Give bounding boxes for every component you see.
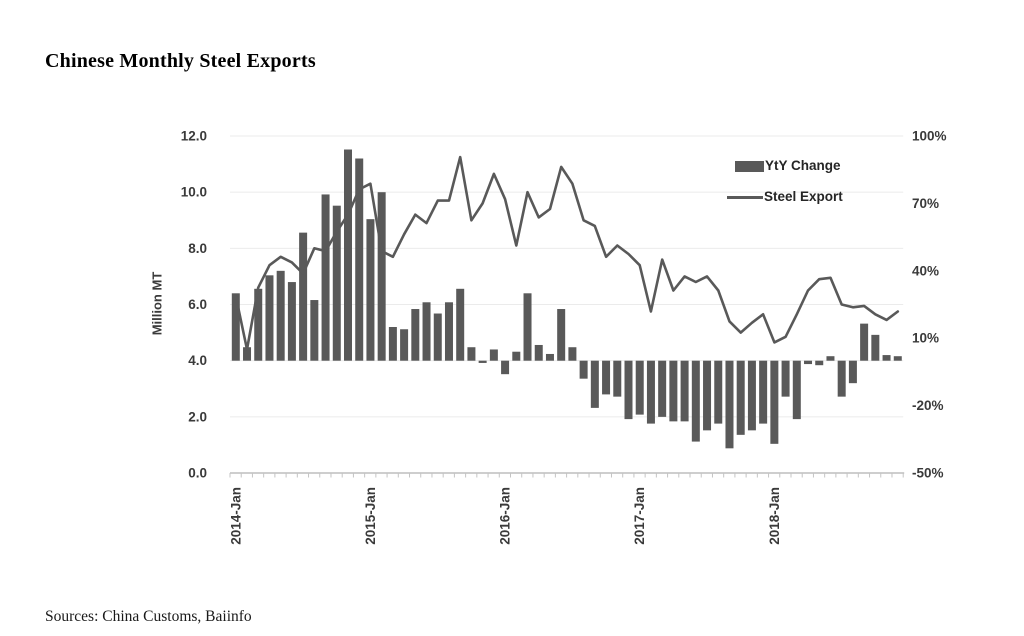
- left-axis-tick-label: 0.0: [188, 466, 207, 481]
- yty-change-bar: [613, 360, 622, 397]
- x-axis-year-label: 2016-Jan: [498, 487, 513, 545]
- bar-swatch-icon: [735, 160, 764, 172]
- right-axis-tick-label: 10%: [912, 331, 939, 346]
- x-axis-year-label: 2018-Jan: [767, 487, 782, 545]
- yty-change-bar: [770, 360, 779, 444]
- x-axis-year-label: 2014-Jan: [228, 487, 243, 545]
- yty-change-bar: [299, 232, 308, 361]
- yty-change-bar: [624, 360, 633, 420]
- yty-change-bar: [433, 313, 442, 361]
- sources-note: Sources: China Customs, Baiinfo: [45, 608, 252, 625]
- left-axis-tick-label: 10.0: [181, 185, 207, 200]
- yty-change-bar: [826, 356, 835, 361]
- right-axis-tick-label: -50%: [912, 466, 944, 481]
- yty-change-bar: [444, 302, 453, 361]
- steel-export-line: [234, 155, 900, 351]
- left-axis-tick-label: 6.0: [188, 297, 207, 312]
- yty-change-bar: [579, 360, 588, 379]
- yty-change-bar: [703, 360, 712, 431]
- page-title: Chinese Monthly Steel Exports: [45, 50, 316, 72]
- left-axis-title: Million MT: [149, 271, 165, 336]
- yty-change-bar: [792, 360, 801, 420]
- yty-change-bar: [848, 360, 857, 384]
- yty-change-bar: [467, 347, 476, 361]
- yty-change-bar: [714, 360, 723, 424]
- yty-change-bar: [602, 360, 611, 395]
- yty-change-bar: [310, 300, 319, 361]
- yty-change-bar: [837, 360, 846, 397]
- yty-change-bar: [534, 344, 543, 361]
- yty-change-bar: [355, 158, 364, 361]
- yty-change-bar: [422, 302, 431, 361]
- x-axis-year-label: 2017-Jan: [632, 487, 647, 545]
- yty-change-bar: [400, 329, 409, 361]
- left-axis-tick-label: 4.0: [188, 353, 207, 368]
- yty-change-bar: [590, 360, 599, 408]
- yty-change-bar: [254, 288, 263, 361]
- right-axis-tick-label: 40%: [912, 263, 939, 278]
- legend-item-yty-change: YtY Change: [735, 158, 841, 174]
- yty-change-bar: [736, 360, 745, 435]
- yty-change-bar: [501, 360, 510, 375]
- yty-change-bar: [366, 219, 375, 361]
- legend-label-steel-export: Steel Export: [764, 189, 843, 204]
- left-axis-tick-label: 12.0: [181, 129, 207, 144]
- yty-change-bar: [545, 353, 554, 361]
- yty-change-bar: [523, 293, 532, 361]
- yty-change-bar: [646, 360, 655, 424]
- yty-change-bar: [276, 270, 285, 361]
- yty-change-bar: [287, 282, 296, 361]
- yty-change-bar: [658, 360, 667, 417]
- left-axis-tick-label: 8.0: [188, 241, 207, 256]
- yty-change-bar: [882, 355, 891, 361]
- yty-change-bar: [691, 360, 700, 442]
- yty-change-bar: [344, 149, 352, 361]
- yty-change-bar: [231, 293, 240, 361]
- yty-change-bar: [725, 360, 734, 449]
- yty-change-bar: [489, 349, 498, 361]
- yty-change-bar: [568, 347, 577, 361]
- right-axis-tick-label: 70%: [912, 196, 939, 211]
- yty-change-bar: [815, 360, 824, 366]
- left-axis-tick-label: 2.0: [188, 409, 207, 424]
- yty-change-bar: [871, 334, 880, 361]
- yty-change-bar: [243, 347, 252, 361]
- yty-change-bar: [456, 288, 465, 361]
- yty-change-bar: [635, 360, 644, 415]
- yty-change-bar: [265, 275, 274, 361]
- yty-change-bar: [512, 351, 521, 361]
- yty-change-bar: [860, 323, 869, 361]
- yty-change-bar: [680, 360, 689, 422]
- legend-item-steel-export: Steel Export: [727, 189, 843, 205]
- yty-change-bar: [804, 360, 813, 365]
- yty-change-bar: [478, 360, 487, 363]
- right-axis-tick-label: -20%: [912, 398, 944, 413]
- yty-change-bar: [759, 360, 768, 424]
- right-axis-tick-label: 100%: [912, 129, 947, 144]
- yty-change-bar: [557, 309, 566, 361]
- yty-change-bar: [893, 356, 902, 361]
- line-swatch-icon: [727, 195, 763, 199]
- yty-change-bar: [377, 192, 386, 361]
- yty-change-bar: [411, 309, 420, 361]
- x-axis-year-label: 2015-Jan: [363, 487, 378, 545]
- yty-change-bar: [669, 360, 678, 422]
- legend-label-yty-change: YtY Change: [765, 158, 841, 173]
- yty-change-bar: [332, 205, 341, 361]
- yty-change-bar: [388, 326, 397, 361]
- yty-change-bar: [747, 360, 756, 431]
- yty-change-bar: [321, 194, 330, 361]
- yty-change-bar: [781, 360, 790, 397]
